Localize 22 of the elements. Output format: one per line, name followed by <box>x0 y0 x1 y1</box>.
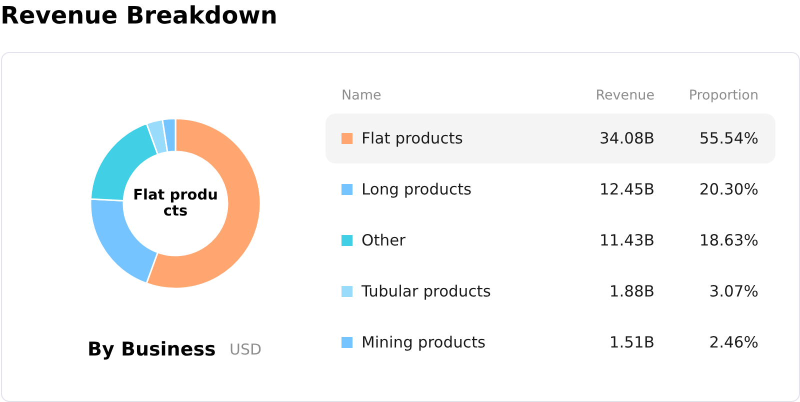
text: Proportion <box>688 88 758 104</box>
text: USD <box>230 340 262 358</box>
data-label: 1.51B <box>609 334 655 352</box>
data-label: 11.43B <box>599 232 655 250</box>
text: Revenue <box>596 88 655 104</box>
text: 55.54% <box>699 130 759 148</box>
text: 20.30% <box>699 180 759 198</box>
text: 2.46% <box>709 334 759 352</box>
legend-label: Other <box>362 232 406 250</box>
legend-label: Flat products <box>362 130 463 148</box>
text: Flat produ cts <box>133 188 218 220</box>
chart-title: Revenue Breakdown <box>0 2 278 30</box>
legend-label: Long products <box>362 180 472 198</box>
legend-label: Tubular products <box>360 282 491 300</box>
text: By Business <box>88 338 216 360</box>
legend-title: Name <box>342 88 382 104</box>
text: 18.63% <box>699 232 759 250</box>
data-label: 12.45B <box>599 180 655 198</box>
text: 3.07% <box>709 282 759 300</box>
data-label: 1.88B <box>609 282 655 300</box>
legend-label: Mining products <box>362 334 486 352</box>
data-label: 34.08B <box>599 130 655 148</box>
